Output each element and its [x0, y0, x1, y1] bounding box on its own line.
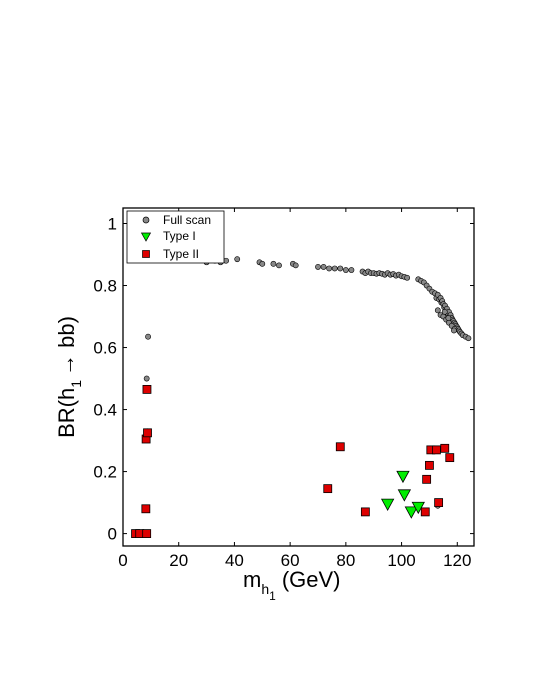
full-scan-point	[342, 267, 349, 273]
type-ii-point	[440, 443, 450, 453]
type-ii-point	[431, 445, 441, 455]
legend-marker-type-ii	[142, 250, 150, 258]
full-scan-point	[145, 333, 151, 340]
legend-marker-full-scan	[142, 216, 150, 224]
y-tick-label: 0.4	[93, 401, 117, 420]
full-scan-point	[234, 256, 241, 263]
type-i-point	[404, 506, 418, 519]
x-axis-label-sub: h	[261, 581, 269, 597]
type-ii-point	[420, 507, 430, 517]
full-scan-point	[445, 315, 452, 321]
full-scan-point	[326, 265, 333, 272]
x-tick-label: 80	[336, 551, 355, 570]
type-ii-point	[323, 484, 333, 494]
legend-label-type-ii: Type II	[163, 247, 199, 261]
full-scan-point	[320, 264, 327, 270]
y-tick-label: 0.2	[93, 463, 117, 482]
full-scan-point	[292, 262, 299, 269]
legend-label-full-scan: Full scan	[163, 213, 211, 227]
x-axis-label-unit: (GeV)	[282, 567, 341, 592]
type-ii-point	[360, 507, 370, 517]
full-scan-point	[143, 375, 150, 382]
legend-label-type-i: Type I	[163, 229, 196, 243]
x-tick-label: 40	[225, 551, 244, 570]
x-tick-label: 20	[169, 551, 188, 570]
full-scan-point	[276, 262, 282, 269]
full-scan-point	[337, 265, 344, 272]
full-scan-point	[434, 307, 441, 314]
type-ii-point	[141, 504, 151, 514]
full-scan-point	[465, 335, 472, 342]
x-tick-label: 100	[387, 551, 415, 570]
type-i-point	[396, 470, 410, 484]
axis-ticks: 0 20 40 60 80 100 120 0 0.2 0.4 0.6 0.8 1	[93, 208, 474, 570]
legend-marker-type-i	[140, 232, 152, 242]
full-scan-point	[315, 264, 321, 270]
type-ii-point	[434, 498, 444, 507]
full-scan-point	[331, 265, 338, 272]
full-scan-point	[451, 327, 457, 334]
full-scan-point	[270, 260, 277, 267]
y-tick-label: 1	[108, 215, 117, 234]
type-ii-point	[143, 428, 152, 438]
y-axis-label: BR(h1 → bb)	[54, 316, 84, 438]
x-tick-label: 120	[443, 551, 471, 570]
type-ii-point	[142, 529, 152, 538]
type-ii-point	[445, 453, 455, 463]
x-axis-label-subsub: 1	[269, 589, 276, 603]
type-i-point	[397, 489, 412, 502]
full-scan-point	[404, 274, 411, 281]
y-axis-label-post: → bb)	[54, 316, 79, 376]
x-axis-label-main: m	[243, 567, 261, 592]
y-tick-label: 0.8	[93, 277, 117, 296]
y-axis-label-sub: 1	[68, 380, 84, 388]
plot-frame	[122, 207, 475, 547]
x-tick-label: 0	[118, 551, 127, 570]
full-scan-point	[348, 267, 355, 273]
data-marks	[131, 256, 472, 538]
full-scan-point	[441, 308, 448, 315]
type-ii-point	[422, 474, 432, 484]
y-tick-label: 0	[108, 525, 117, 544]
y-axis-label-pre: BR(h	[54, 388, 79, 438]
x-tick-label: 60	[281, 551, 300, 570]
type-ii-point	[142, 385, 152, 394]
type-ii-point	[335, 442, 345, 452]
y-tick-label: 0.6	[93, 339, 117, 358]
type-i-point	[380, 498, 395, 511]
full-scan-point	[259, 260, 266, 267]
type-ii-point	[425, 460, 434, 470]
legend: Full scan Type I Type II	[126, 210, 225, 264]
x-axis-label: mh1 (GeV)	[243, 567, 341, 603]
